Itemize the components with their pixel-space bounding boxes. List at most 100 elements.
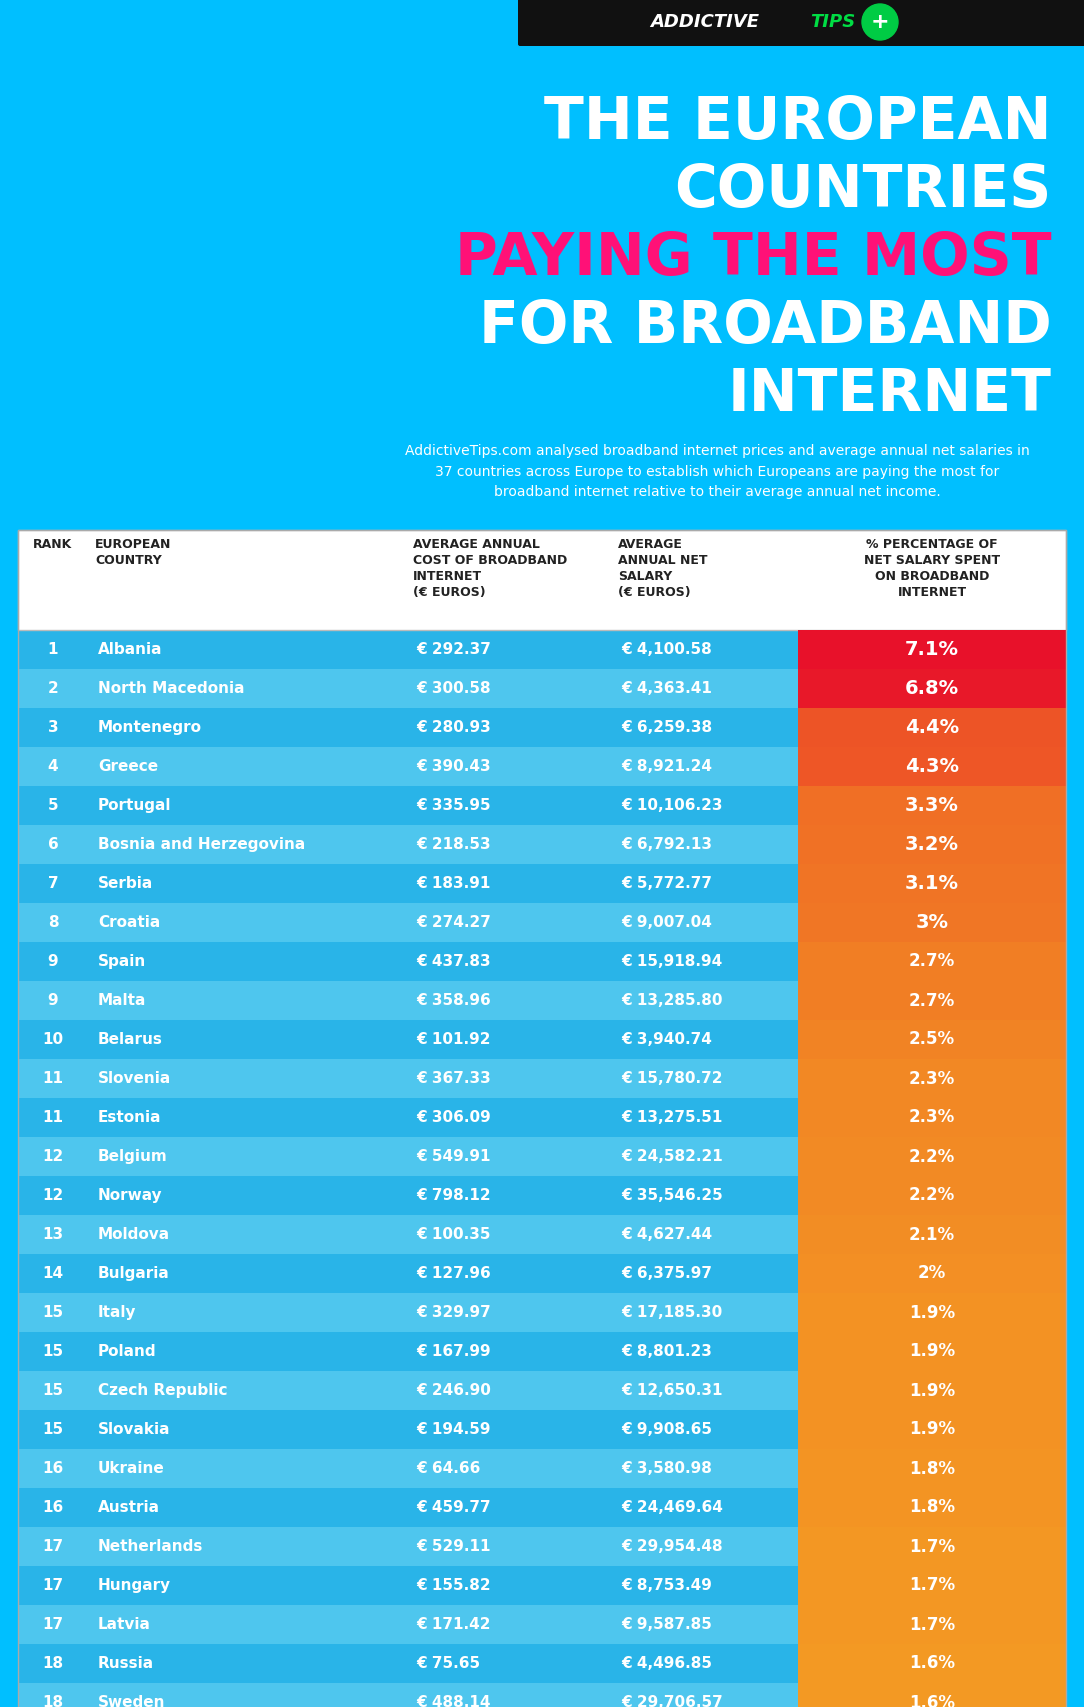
Bar — [18, 1644, 1066, 1683]
Text: % PERCENTAGE OF
NET SALARY SPENT
ON BROADBAND
INTERNET: % PERCENTAGE OF NET SALARY SPENT ON BROA… — [864, 538, 1001, 599]
Bar — [18, 1528, 1066, 1565]
Bar — [798, 669, 1066, 708]
Text: RANK: RANK — [34, 538, 73, 551]
Text: Montenegro: Montenegro — [98, 720, 202, 736]
Bar — [798, 903, 1066, 942]
Text: 5: 5 — [48, 797, 59, 813]
Text: € 13,285.80: € 13,285.80 — [621, 993, 723, 1009]
Bar — [798, 1098, 1066, 1137]
Text: € 15,780.72: € 15,780.72 — [621, 1070, 723, 1086]
Text: 1.6%: 1.6% — [909, 1654, 955, 1673]
Bar — [18, 982, 1066, 1021]
Bar — [798, 708, 1066, 748]
Text: 17: 17 — [42, 1540, 64, 1553]
Text: € 35,546.25: € 35,546.25 — [621, 1188, 723, 1203]
Text: 1.7%: 1.7% — [909, 1615, 955, 1634]
Text: Ukraine: Ukraine — [98, 1461, 165, 1477]
Text: € 4,100.58: € 4,100.58 — [621, 642, 712, 657]
Text: ADDICTIVE: ADDICTIVE — [650, 14, 759, 31]
Bar — [18, 824, 1066, 864]
Text: Serbia: Serbia — [98, 876, 153, 891]
Text: Croatia: Croatia — [98, 915, 160, 930]
Text: INTERNET: INTERNET — [727, 365, 1051, 423]
Bar — [798, 785, 1066, 824]
Text: Belgium: Belgium — [98, 1149, 168, 1164]
Bar — [18, 529, 1066, 630]
Text: 15: 15 — [42, 1422, 64, 1437]
Bar — [798, 1215, 1066, 1255]
Text: € 306.09: € 306.09 — [416, 1110, 491, 1125]
Text: 4: 4 — [48, 760, 59, 773]
Text: 1: 1 — [48, 642, 59, 657]
Text: 2.3%: 2.3% — [908, 1108, 955, 1127]
Bar — [798, 1683, 1066, 1707]
Text: 1.8%: 1.8% — [909, 1499, 955, 1516]
Bar — [18, 864, 1066, 903]
Bar — [798, 1331, 1066, 1371]
Text: Malta: Malta — [98, 993, 146, 1009]
Text: € 3,580.98: € 3,580.98 — [621, 1461, 712, 1477]
Text: 2: 2 — [48, 681, 59, 696]
Text: Slovenia: Slovenia — [98, 1070, 171, 1086]
Bar — [18, 1215, 1066, 1255]
Text: € 5,772.77: € 5,772.77 — [621, 876, 712, 891]
Text: Hungary: Hungary — [98, 1577, 171, 1593]
Text: € 274.27: € 274.27 — [416, 915, 491, 930]
Text: 15: 15 — [42, 1383, 64, 1398]
Text: 7: 7 — [48, 876, 59, 891]
Text: 14: 14 — [42, 1267, 64, 1280]
Text: Albania: Albania — [98, 642, 163, 657]
Bar — [798, 1137, 1066, 1176]
Text: Greece: Greece — [98, 760, 158, 773]
Text: Sweden: Sweden — [98, 1695, 166, 1707]
Text: 2.1%: 2.1% — [909, 1226, 955, 1243]
Text: € 29,706.57: € 29,706.57 — [621, 1695, 723, 1707]
Bar — [798, 1021, 1066, 1058]
Bar — [798, 1565, 1066, 1605]
Text: 1.6%: 1.6% — [909, 1693, 955, 1707]
Text: € 8,801.23: € 8,801.23 — [621, 1343, 712, 1359]
Text: € 218.53: € 218.53 — [416, 836, 491, 852]
Text: COUNTRIES: COUNTRIES — [674, 162, 1051, 218]
Text: 4.4%: 4.4% — [905, 719, 959, 737]
Bar — [18, 630, 1066, 669]
Text: +: + — [870, 12, 889, 32]
Bar — [18, 1176, 1066, 1215]
Text: Moldova: Moldova — [98, 1227, 170, 1243]
Text: 3: 3 — [48, 720, 59, 736]
Text: 2%: 2% — [918, 1265, 946, 1282]
Bar — [798, 1292, 1066, 1331]
Text: € 4,363.41: € 4,363.41 — [621, 681, 712, 696]
Text: 11: 11 — [42, 1070, 64, 1086]
Bar — [18, 1255, 1066, 1292]
Bar — [18, 1371, 1066, 1410]
Text: 1.9%: 1.9% — [909, 1342, 955, 1360]
Text: Netherlands: Netherlands — [98, 1540, 204, 1553]
Text: 3%: 3% — [916, 913, 948, 932]
Bar — [18, 708, 1066, 748]
Text: € 798.12: € 798.12 — [416, 1188, 491, 1203]
Text: 18: 18 — [42, 1695, 64, 1707]
Text: FOR BROADBAND: FOR BROADBAND — [479, 299, 1051, 355]
Text: 2.7%: 2.7% — [908, 992, 955, 1009]
Text: € 24,582.21: € 24,582.21 — [621, 1149, 723, 1164]
Bar — [798, 824, 1066, 864]
Text: € 3,940.74: € 3,940.74 — [621, 1033, 712, 1046]
Bar — [798, 1255, 1066, 1292]
Text: € 12,650.31: € 12,650.31 — [621, 1383, 723, 1398]
Text: € 329.97: € 329.97 — [416, 1304, 491, 1320]
Text: 1.9%: 1.9% — [909, 1381, 955, 1400]
Bar — [18, 748, 1066, 785]
Text: € 13,275.51: € 13,275.51 — [621, 1110, 722, 1125]
Bar — [18, 1292, 1066, 1331]
Text: € 335.95: € 335.95 — [416, 797, 491, 813]
Bar — [18, 1021, 1066, 1058]
Text: € 10,106.23: € 10,106.23 — [621, 797, 723, 813]
Text: AddictiveTips.com analysed broadband internet prices and average annual net sala: AddictiveTips.com analysed broadband int… — [405, 444, 1030, 498]
Text: € 246.90: € 246.90 — [416, 1383, 491, 1398]
Text: 17: 17 — [42, 1577, 64, 1593]
Bar — [18, 903, 1066, 942]
Bar — [18, 1098, 1066, 1137]
Bar — [798, 1644, 1066, 1683]
Text: Italy: Italy — [98, 1304, 137, 1320]
